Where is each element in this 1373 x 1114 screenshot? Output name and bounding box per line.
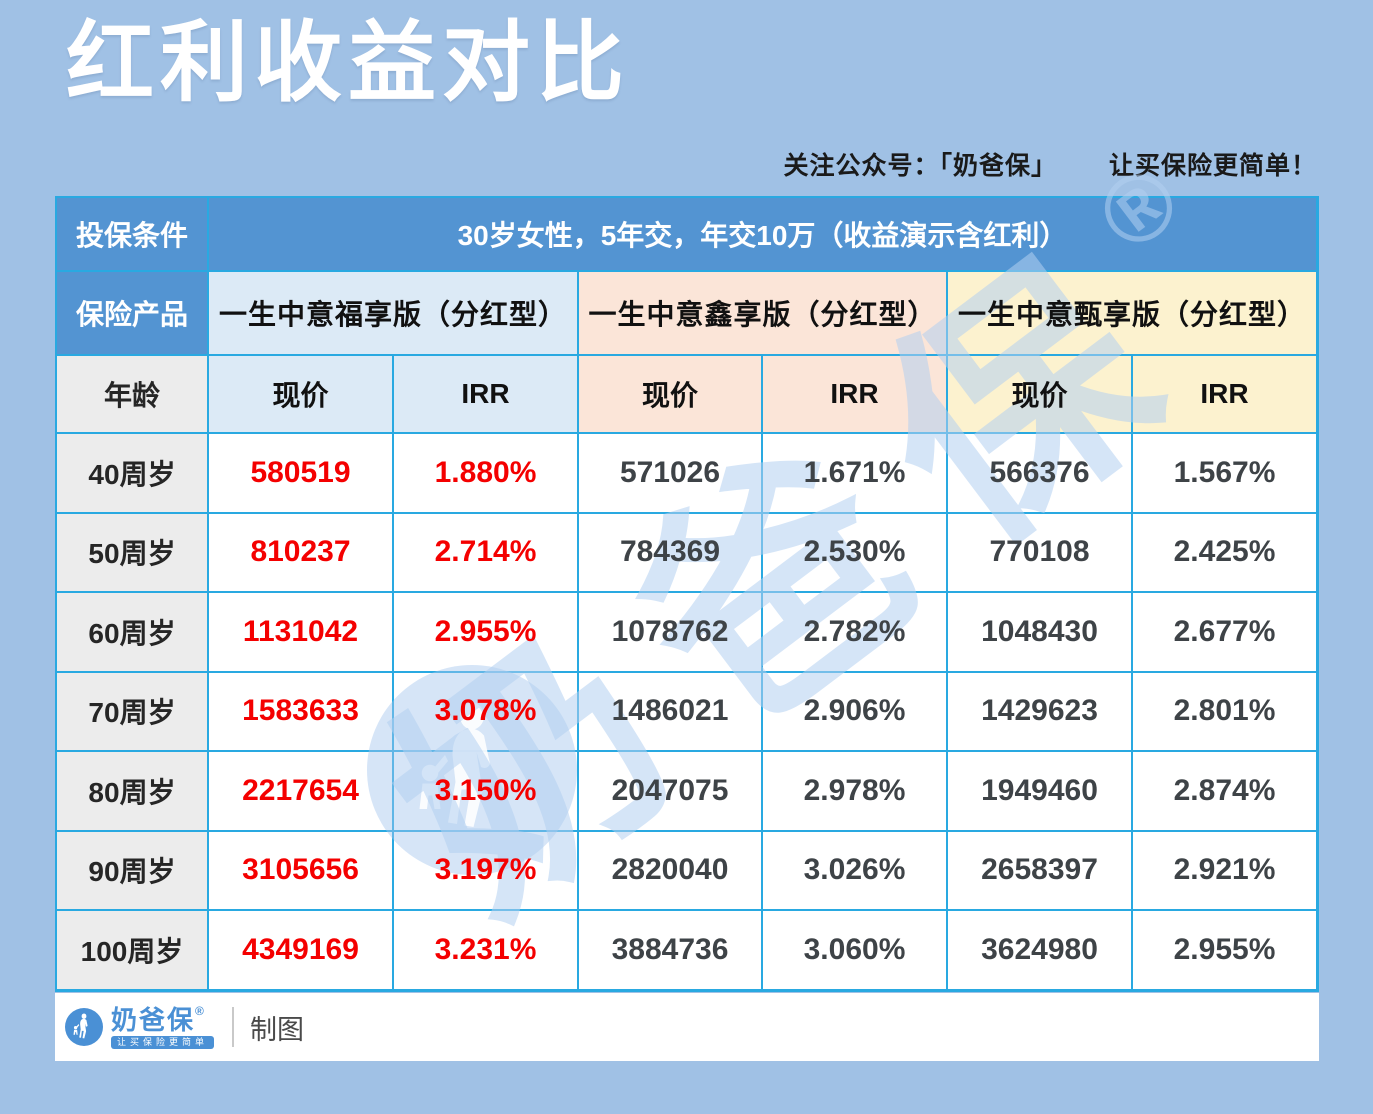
col-header-p3-price: 现价 [948, 356, 1131, 432]
table-cell: 1486021 [579, 672, 761, 750]
col-header-p1-irr: IRR [394, 356, 577, 432]
table-cell: 1949460 [948, 752, 1131, 830]
table-cell: 1048430 [948, 593, 1131, 671]
age-cell: 60周岁 [57, 593, 207, 671]
table-cell: 580519 [209, 434, 392, 512]
table-cell: 2.801% [1133, 672, 1316, 750]
table-cell: 810237 [209, 513, 392, 591]
table-cell: 3.150% [394, 752, 577, 830]
table-cell: 2.874% [1133, 752, 1316, 830]
table-cell: 2217654 [209, 752, 392, 830]
col-header-p2-irr: IRR [763, 356, 946, 432]
table-cell: 1131042 [209, 593, 392, 671]
age-cell: 80周岁 [57, 752, 207, 830]
subtitle-right: 让买保险更简单！ [1108, 152, 1317, 180]
table-cell: 3.231% [394, 911, 577, 989]
footer-divider [232, 1007, 235, 1047]
age-header-cell: 年龄 [57, 356, 207, 432]
page-title: 红利收益对比 [66, 13, 631, 112]
subtitle: 关注公众号：「奶爸保」 让买保险更简单！ [417, 146, 1317, 182]
age-cell: 90周岁 [57, 831, 207, 909]
comparison-table: 投保条件 30岁女性，5年交，年交10万（收益演示含红利） 保险产品 一生中意福… [55, 145, 1319, 992]
footer-caption: 制图 [250, 1014, 305, 1045]
table-cell: 3.060% [763, 911, 946, 989]
table-cell: 1.671% [763, 434, 946, 512]
table-cell: 1078762 [579, 593, 761, 671]
table-cell: 2.714% [394, 513, 577, 591]
table-cell: 2.677% [1133, 593, 1316, 671]
table-cell: 2.955% [394, 593, 577, 671]
table-cell: 2.782% [763, 593, 946, 671]
table-cell: 2.530% [763, 513, 946, 591]
condition-label-cell: 投保条件 [57, 198, 207, 270]
table-cell: 784369 [579, 513, 761, 591]
subtitle-left: 关注公众号：「奶爸保」 [783, 152, 1057, 180]
table-cell: 566376 [948, 434, 1131, 512]
table-cell: 4349169 [209, 911, 392, 989]
brand-logo-icon [65, 1008, 103, 1046]
table-cell: 3624980 [948, 911, 1131, 989]
table-cell: 2.921% [1133, 831, 1316, 909]
brand-name: 奶爸保® [111, 1003, 206, 1035]
registered-mark: ® [195, 1003, 206, 1018]
table-cell: 2.978% [763, 752, 946, 830]
table-cell: 3105656 [209, 831, 392, 909]
table-cell: 3.197% [394, 831, 577, 909]
col-header-p1-price: 现价 [209, 356, 392, 432]
col-header-p3-irr: IRR [1133, 356, 1316, 432]
table-cell: 1.880% [394, 434, 577, 512]
table-cell: 3.026% [763, 831, 946, 909]
table-cell: 770108 [948, 513, 1131, 591]
table-cell: 571026 [579, 434, 761, 512]
table-cell: 2820040 [579, 831, 761, 909]
table-cell: 2.906% [763, 672, 946, 750]
table-cell: 2.955% [1133, 911, 1316, 989]
table-cell: 2658397 [948, 831, 1131, 909]
footer: 奶爸保® 让买保险更简单 制图 [55, 993, 1319, 1061]
table-cell: 2.425% [1133, 513, 1316, 591]
col-header-p2-price: 现价 [579, 356, 761, 432]
table-cell: 3.078% [394, 672, 577, 750]
table-cell: 1429623 [948, 672, 1131, 750]
table-cell: 2047075 [579, 752, 761, 830]
brand-block: 奶爸保® 让买保险更简单 [111, 1003, 215, 1050]
age-cell: 50周岁 [57, 513, 207, 591]
product-label-cell: 保险产品 [57, 272, 207, 354]
table-cell: 1.567% [1133, 434, 1316, 512]
age-cell: 100周岁 [57, 911, 207, 989]
product-3-header: 一生中意甄享版（分红型） [948, 272, 1316, 354]
age-cell: 40周岁 [57, 434, 207, 512]
product-2-header: 一生中意鑫享版（分红型） [579, 272, 946, 354]
age-cell: 70周岁 [57, 672, 207, 750]
condition-value-cell: 30岁女性，5年交，年交10万（收益演示含红利） [209, 198, 1316, 270]
table-cell: 3884736 [579, 911, 761, 989]
brand-slogan: 让买保险更简单 [111, 1035, 215, 1050]
product-1-header: 一生中意福享版（分红型） [209, 272, 577, 354]
table-cell: 1583633 [209, 672, 392, 750]
